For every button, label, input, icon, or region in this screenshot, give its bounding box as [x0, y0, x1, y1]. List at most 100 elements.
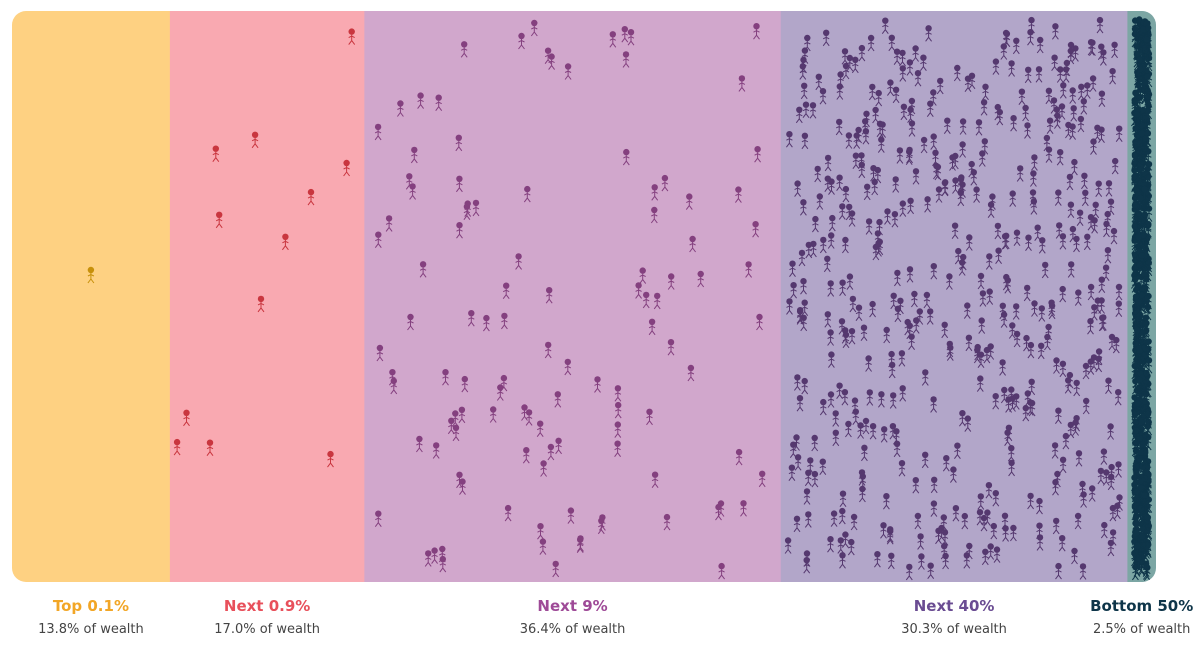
person-icon: [982, 83, 989, 101]
person-icon: [975, 119, 983, 136]
person-icon: [906, 266, 914, 283]
person-icon: [1098, 126, 1105, 143]
person-icon: [994, 103, 1002, 121]
person-icon: [887, 79, 894, 96]
person-icon: [1052, 23, 1059, 40]
person-icon: [823, 255, 831, 273]
person-icon: [663, 513, 671, 531]
person-icon: [419, 261, 427, 278]
person-icon: [920, 136, 928, 154]
person-icon: [1054, 189, 1062, 206]
person-icon: [1000, 43, 1008, 60]
person-icon: [667, 273, 675, 290]
person-icon: [1111, 157, 1119, 175]
person-icon: [552, 560, 560, 578]
person-icon: [845, 420, 852, 438]
person-icon: [738, 75, 746, 92]
person-icon: [385, 215, 393, 232]
person-icon: [994, 222, 1002, 240]
person-icon: [965, 334, 973, 352]
person-icon: [860, 324, 868, 342]
person-icon: [957, 175, 965, 193]
person-icon: [1091, 217, 1098, 234]
person-icon: [819, 398, 827, 416]
person-icon: [173, 438, 181, 456]
people-bottom-50: [1131, 16, 1153, 581]
person-icon: [1089, 75, 1097, 92]
person-icon: [740, 500, 747, 517]
person-icon: [1114, 389, 1122, 406]
person-icon: [1073, 235, 1080, 253]
person-icon: [890, 292, 898, 310]
person-icon: [963, 302, 971, 319]
person-icon: [1098, 276, 1106, 294]
person-icon: [805, 241, 813, 259]
person-icon: [735, 186, 742, 203]
person-icon: [1002, 29, 1010, 47]
person-icon: [803, 488, 811, 505]
person-icon: [893, 440, 901, 458]
person-icon: [1083, 233, 1091, 251]
person-icon: [1100, 521, 1108, 539]
person-icon: [912, 477, 920, 494]
person-icon: [929, 89, 937, 106]
person-icon: [828, 351, 835, 368]
person-icon: [756, 313, 763, 331]
person-icon: [822, 29, 830, 47]
person-icon: [888, 34, 896, 52]
person-icon: [518, 32, 525, 50]
person-icon: [1064, 377, 1072, 394]
person-icon: [790, 282, 797, 299]
person-icon: [407, 313, 414, 331]
person-icon: [891, 211, 899, 228]
person-icon: [819, 88, 827, 105]
person-icon: [961, 512, 969, 530]
person-icon: [985, 253, 993, 270]
person-icon: [614, 385, 622, 402]
person-icon: [1045, 323, 1052, 341]
person-icon: [809, 102, 817, 119]
person-icon: [841, 48, 849, 65]
person-icon: [868, 83, 876, 101]
person-icon: [687, 364, 695, 382]
person-icon: [1099, 314, 1107, 331]
person-icon: [1018, 88, 1026, 105]
person-icon: [515, 253, 522, 270]
person-icon: [500, 374, 508, 392]
person-icon: [987, 543, 995, 560]
person-icon: [1045, 87, 1053, 105]
person-icon: [1102, 469, 1110, 486]
person-icon: [907, 197, 914, 215]
person-icon: [1023, 334, 1030, 352]
person-icon: [858, 161, 866, 179]
person-icon: [806, 457, 814, 474]
person-icon: [930, 476, 938, 494]
person-icon: [1114, 502, 1121, 520]
person-icon: [1038, 305, 1046, 322]
person-icon: [639, 267, 647, 284]
person-icon: [1107, 539, 1115, 557]
person-icon: [875, 240, 882, 257]
person-icon: [836, 174, 843, 191]
person-icon: [752, 221, 759, 238]
person-icon: [862, 417, 870, 435]
person-icon: [851, 56, 859, 74]
person-icon: [1016, 165, 1024, 182]
group-name: Next 40%: [913, 597, 995, 615]
person-icon: [846, 273, 854, 290]
person-icon: [954, 442, 961, 460]
person-icon: [942, 552, 949, 570]
person-icon: [415, 435, 423, 453]
person-icon: [577, 535, 584, 552]
wealth-share: 2.5% of wealth: [1092, 622, 1191, 637]
person-icon: [1009, 190, 1017, 207]
person-icon: [921, 451, 929, 469]
person-icon: [899, 385, 907, 402]
person-icon: [1010, 524, 1017, 542]
person-icon: [622, 148, 630, 166]
person-icon: [1036, 36, 1044, 54]
person-icon: [930, 133, 938, 150]
person-icon: [859, 485, 866, 503]
person-icon: [959, 141, 966, 158]
person-icon: [548, 53, 555, 70]
